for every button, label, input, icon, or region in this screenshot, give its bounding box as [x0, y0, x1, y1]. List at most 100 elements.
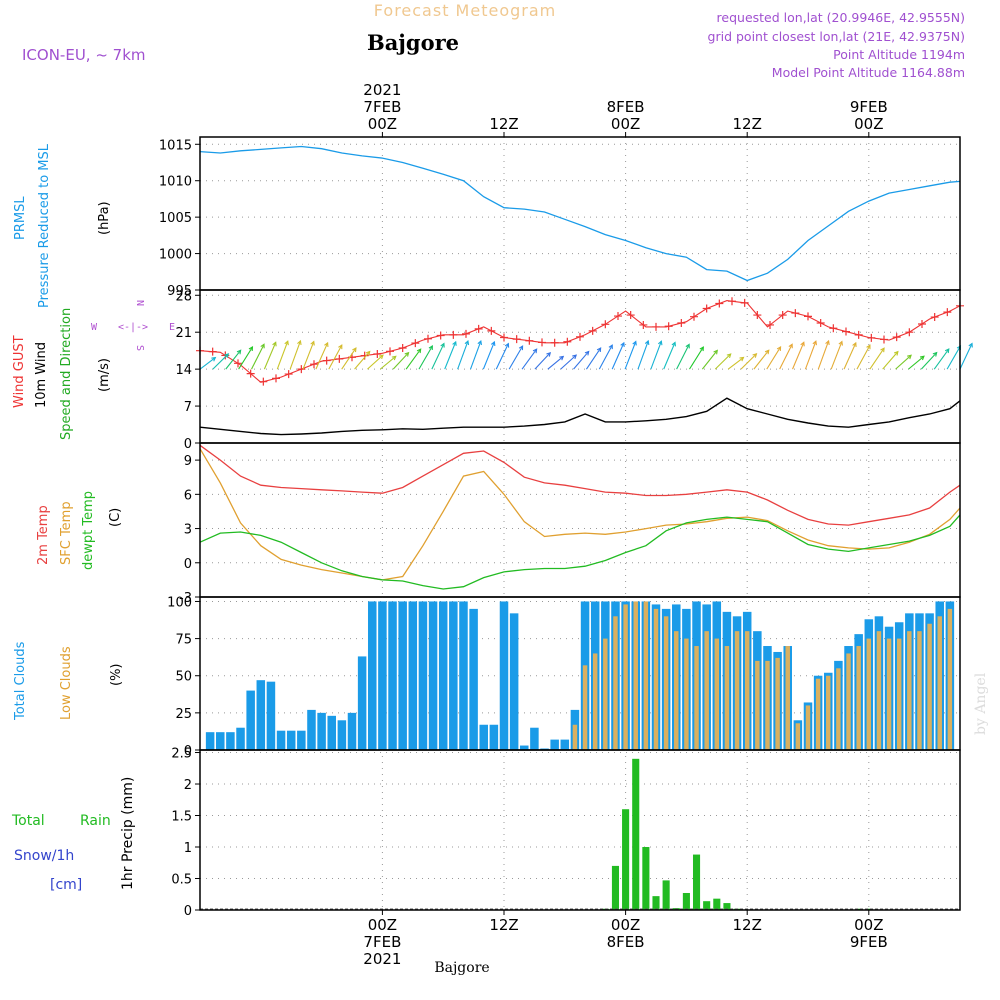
pressure-tick-label: 1015: [159, 138, 192, 153]
wind-direction-arrow: [238, 346, 253, 370]
wind-direction-arrow: [379, 355, 397, 370]
gust-marker: [474, 324, 483, 333]
wind-arrow-head: [919, 355, 925, 361]
rain-bar: [682, 892, 690, 910]
prmsl-label: PRMSL: [13, 196, 28, 240]
wind-arrow-head: [416, 348, 422, 354]
precip-unit-label: 1hr Precip (mm): [120, 777, 136, 890]
precip-tick-label: 1.5: [171, 810, 192, 825]
gust-marker: [804, 312, 812, 321]
wind-direction-arrow: [766, 346, 782, 370]
gust-marker: [335, 354, 344, 363]
wind-arrow-head: [404, 351, 410, 357]
total-cloud-bar: [469, 608, 478, 750]
temp-frame: [199, 442, 961, 598]
wind-arrow-head: [352, 347, 357, 353]
compass-south: S: [134, 345, 145, 351]
rain-bar: [662, 880, 670, 910]
wind-direction-arrow: [547, 356, 564, 370]
low-cloud-bar: [623, 604, 628, 750]
wind-direction-arrow: [469, 340, 482, 370]
low-cloud-bar: [815, 678, 821, 750]
wind-direction-arrow: [753, 349, 770, 370]
precip-tick-label: 2.5: [171, 747, 192, 762]
total-cloud-bar: [509, 613, 519, 750]
wind-direction-arrow: [392, 352, 409, 370]
temp-tick-label: 6: [184, 488, 192, 503]
gust-marker: [411, 339, 420, 348]
top-time-label: 12Z: [489, 115, 518, 133]
low-cloud-bar: [592, 653, 598, 750]
top-time-label: 12Z: [733, 115, 762, 133]
wind-direction-arrow: [199, 357, 216, 370]
total-cloud-bar: [398, 601, 407, 750]
bottom-time-label: 00Z: [611, 916, 640, 934]
low-cloud-bar: [582, 665, 588, 750]
clouds-tick-label: 75: [175, 633, 192, 648]
rain-bar: [652, 896, 660, 910]
temp-tick-label: 9: [184, 454, 192, 469]
percent-label: (%): [109, 664, 124, 687]
bottom-time-label: 2021: [363, 950, 401, 968]
rain-bar: [713, 898, 721, 910]
wind-direction-arrow: [521, 348, 538, 370]
low-cloud-bar: [826, 675, 831, 750]
temp-panel: -3 0 3 6 9: [179, 442, 961, 606]
total-cloud-bar: [297, 730, 306, 750]
wind-arrow-head: [852, 341, 857, 348]
gust-marker: [449, 330, 458, 339]
gust-marker: [702, 304, 711, 313]
wind-direction-arrow: [263, 342, 277, 370]
wind-arrow-head: [893, 350, 899, 356]
wind-arrow-head: [632, 340, 637, 346]
total-cloud-bar: [236, 727, 245, 750]
wind-arrow-head: [440, 342, 445, 348]
temp-sfc-label: SFC Temp: [59, 501, 74, 565]
wind-direction-arrow: [701, 350, 718, 370]
wind-arrow-head: [800, 341, 805, 347]
wind-direction-arrow: [495, 343, 509, 370]
wind-direction-arrow: [959, 343, 973, 370]
gust-marker: [284, 370, 293, 379]
panels: 995100010051010101507142128-303690255075…: [159, 136, 973, 919]
wind-direction-arrow: [624, 341, 637, 370]
total-cloud-bar: [378, 601, 387, 750]
precip-tick-label: 1: [184, 841, 192, 856]
gust-marker: [576, 332, 584, 341]
gust-marker: [525, 336, 534, 345]
clouds-tick-label: 25: [175, 707, 192, 722]
low-cloud-bar: [674, 631, 679, 750]
total-cloud-bar: [459, 601, 468, 750]
total-cloud-bar: [307, 709, 316, 750]
gust-marker: [778, 311, 787, 320]
low-cloud-bar: [694, 646, 699, 750]
compass-north: N: [134, 300, 145, 306]
low-cloud-bar: [755, 660, 760, 750]
gust-marker: [892, 333, 901, 342]
wind-arrow-head: [546, 351, 552, 357]
temp-sfc-line: [199, 448, 961, 581]
wind-direction-arrow: [856, 344, 871, 370]
compass-rose: W <-|-> E N S: [91, 300, 175, 351]
gust-marker: [386, 347, 394, 356]
model-label: ICON-EU, ~ 7km: [22, 46, 146, 64]
wind-direction-arrow: [817, 340, 830, 370]
wind-arrow-head: [584, 350, 590, 356]
wind-arrow-head: [211, 356, 217, 362]
low-clouds-label: Low Clouds: [59, 646, 74, 720]
low-cloud-bar: [643, 601, 649, 750]
watermark: by Angel: [973, 672, 989, 735]
wind-direction-arrow: [727, 357, 744, 370]
gust-marker: [398, 344, 407, 353]
wind-arrow-head: [764, 349, 770, 355]
celsius-label: (C): [108, 508, 123, 527]
low-cloud-bar: [613, 616, 618, 750]
low-cloud-bar: [765, 660, 770, 750]
gust-marker: [436, 331, 445, 340]
low-cloud-bar: [775, 657, 780, 750]
low-cloud-bar: [653, 608, 659, 750]
wind-tick-label: 7: [184, 400, 192, 415]
gust-marker: [246, 369, 255, 378]
